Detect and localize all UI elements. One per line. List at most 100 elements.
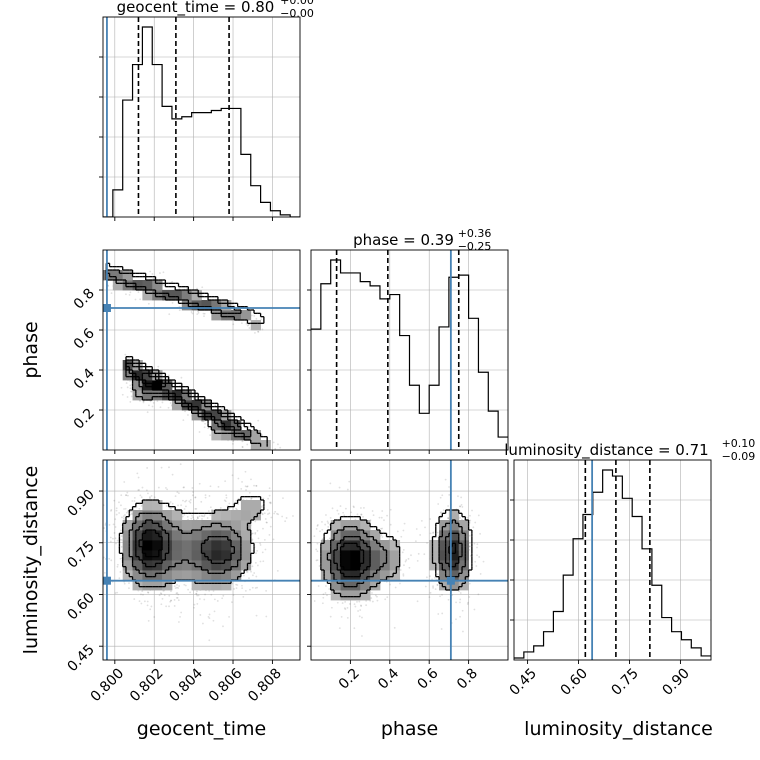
tick-label-x-phase-1: 0.4 [375,665,402,692]
sample-point [170,590,172,593]
density-cell [370,570,381,581]
sample-point [246,571,249,573]
sample-point [138,489,141,491]
sample-point [326,594,328,597]
sample-point [272,441,275,444]
title-sub-luminosity_distance: −0.09 [722,450,756,463]
density-cell [448,560,460,571]
sample-point [146,467,149,469]
sample-point [292,515,294,517]
sample-point [255,317,258,320]
density-cell [142,530,153,541]
sample-point [224,500,227,503]
sample-point [256,549,259,552]
sample-point [212,619,215,622]
panel-frame [102,16,301,218]
sample-point [198,598,201,600]
density-cell [240,550,252,561]
density-cell [171,560,183,571]
density-cell [181,390,193,401]
sample-point [380,534,383,537]
sample-point [169,600,172,603]
sample-point [208,495,211,497]
sample-point [177,593,180,596]
sample-point [165,505,168,507]
sample-point [163,594,166,597]
density-cell [231,430,242,441]
density-cell [429,540,440,551]
sample-point [125,511,128,514]
sample-point [177,504,179,507]
axis-label-y-luminosity_distance: luminosity_distance [20,466,42,655]
density-cell [458,550,469,561]
sample-point [192,518,195,521]
sample-point [241,446,244,449]
sample-point [136,472,139,475]
sample-point [315,548,318,551]
sample-point [270,516,273,519]
sample-point [242,595,245,598]
sample-point [282,497,284,500]
density-cell [152,290,163,301]
density-cell [132,580,143,591]
sample-point [250,498,252,500]
density-cell [201,530,212,541]
density-cell [181,550,193,561]
sample-point [195,593,198,595]
sample-point [125,293,127,296]
sample-point [126,386,129,389]
sample-point [266,509,269,511]
density-cell [379,560,391,571]
sample-point [228,502,231,505]
sample-point [437,613,440,615]
sample-point [256,529,259,532]
sample-point [363,506,365,509]
sample-point [171,473,174,476]
sample-point [110,292,113,295]
sample-point [223,499,226,502]
sample-point [203,514,206,516]
sample-point [235,583,238,586]
sample-point [429,532,432,535]
density-cell [221,540,232,551]
sample-point [402,574,405,577]
sample-point [467,601,469,604]
sample-point [244,589,247,592]
sample-point [208,613,211,616]
sample-point [405,559,408,561]
density-cell [201,400,212,411]
density-cell [340,550,351,561]
sample-point [356,600,358,603]
density-cell [370,560,381,571]
sample-point [178,309,181,312]
density-cell [142,570,153,581]
sample-point [170,507,173,510]
sample-point [169,507,172,510]
sample-point [196,313,199,316]
density-cell [191,410,202,421]
sample-point [179,615,181,618]
sample-point [129,513,132,516]
sample-point [262,560,265,563]
sample-point [437,503,440,505]
density-cell [250,510,261,521]
sample-point [168,313,171,316]
sample-point [315,559,318,562]
sample-point [326,520,329,523]
sample-point [269,502,272,505]
density-cell [370,550,381,561]
sample-point [338,486,341,489]
sample-point [316,559,319,562]
sample-point [447,517,450,519]
axis-label-x-phase: phase [381,718,438,740]
sample-point [344,608,347,611]
sample-point [263,512,266,515]
sample-point [254,561,257,564]
sample-point [150,605,153,608]
sample-point [173,605,176,607]
density-cell [231,550,242,561]
density-cell [448,520,460,531]
sample-point [235,508,238,511]
density-cell [122,520,133,531]
sample-point [277,443,279,446]
